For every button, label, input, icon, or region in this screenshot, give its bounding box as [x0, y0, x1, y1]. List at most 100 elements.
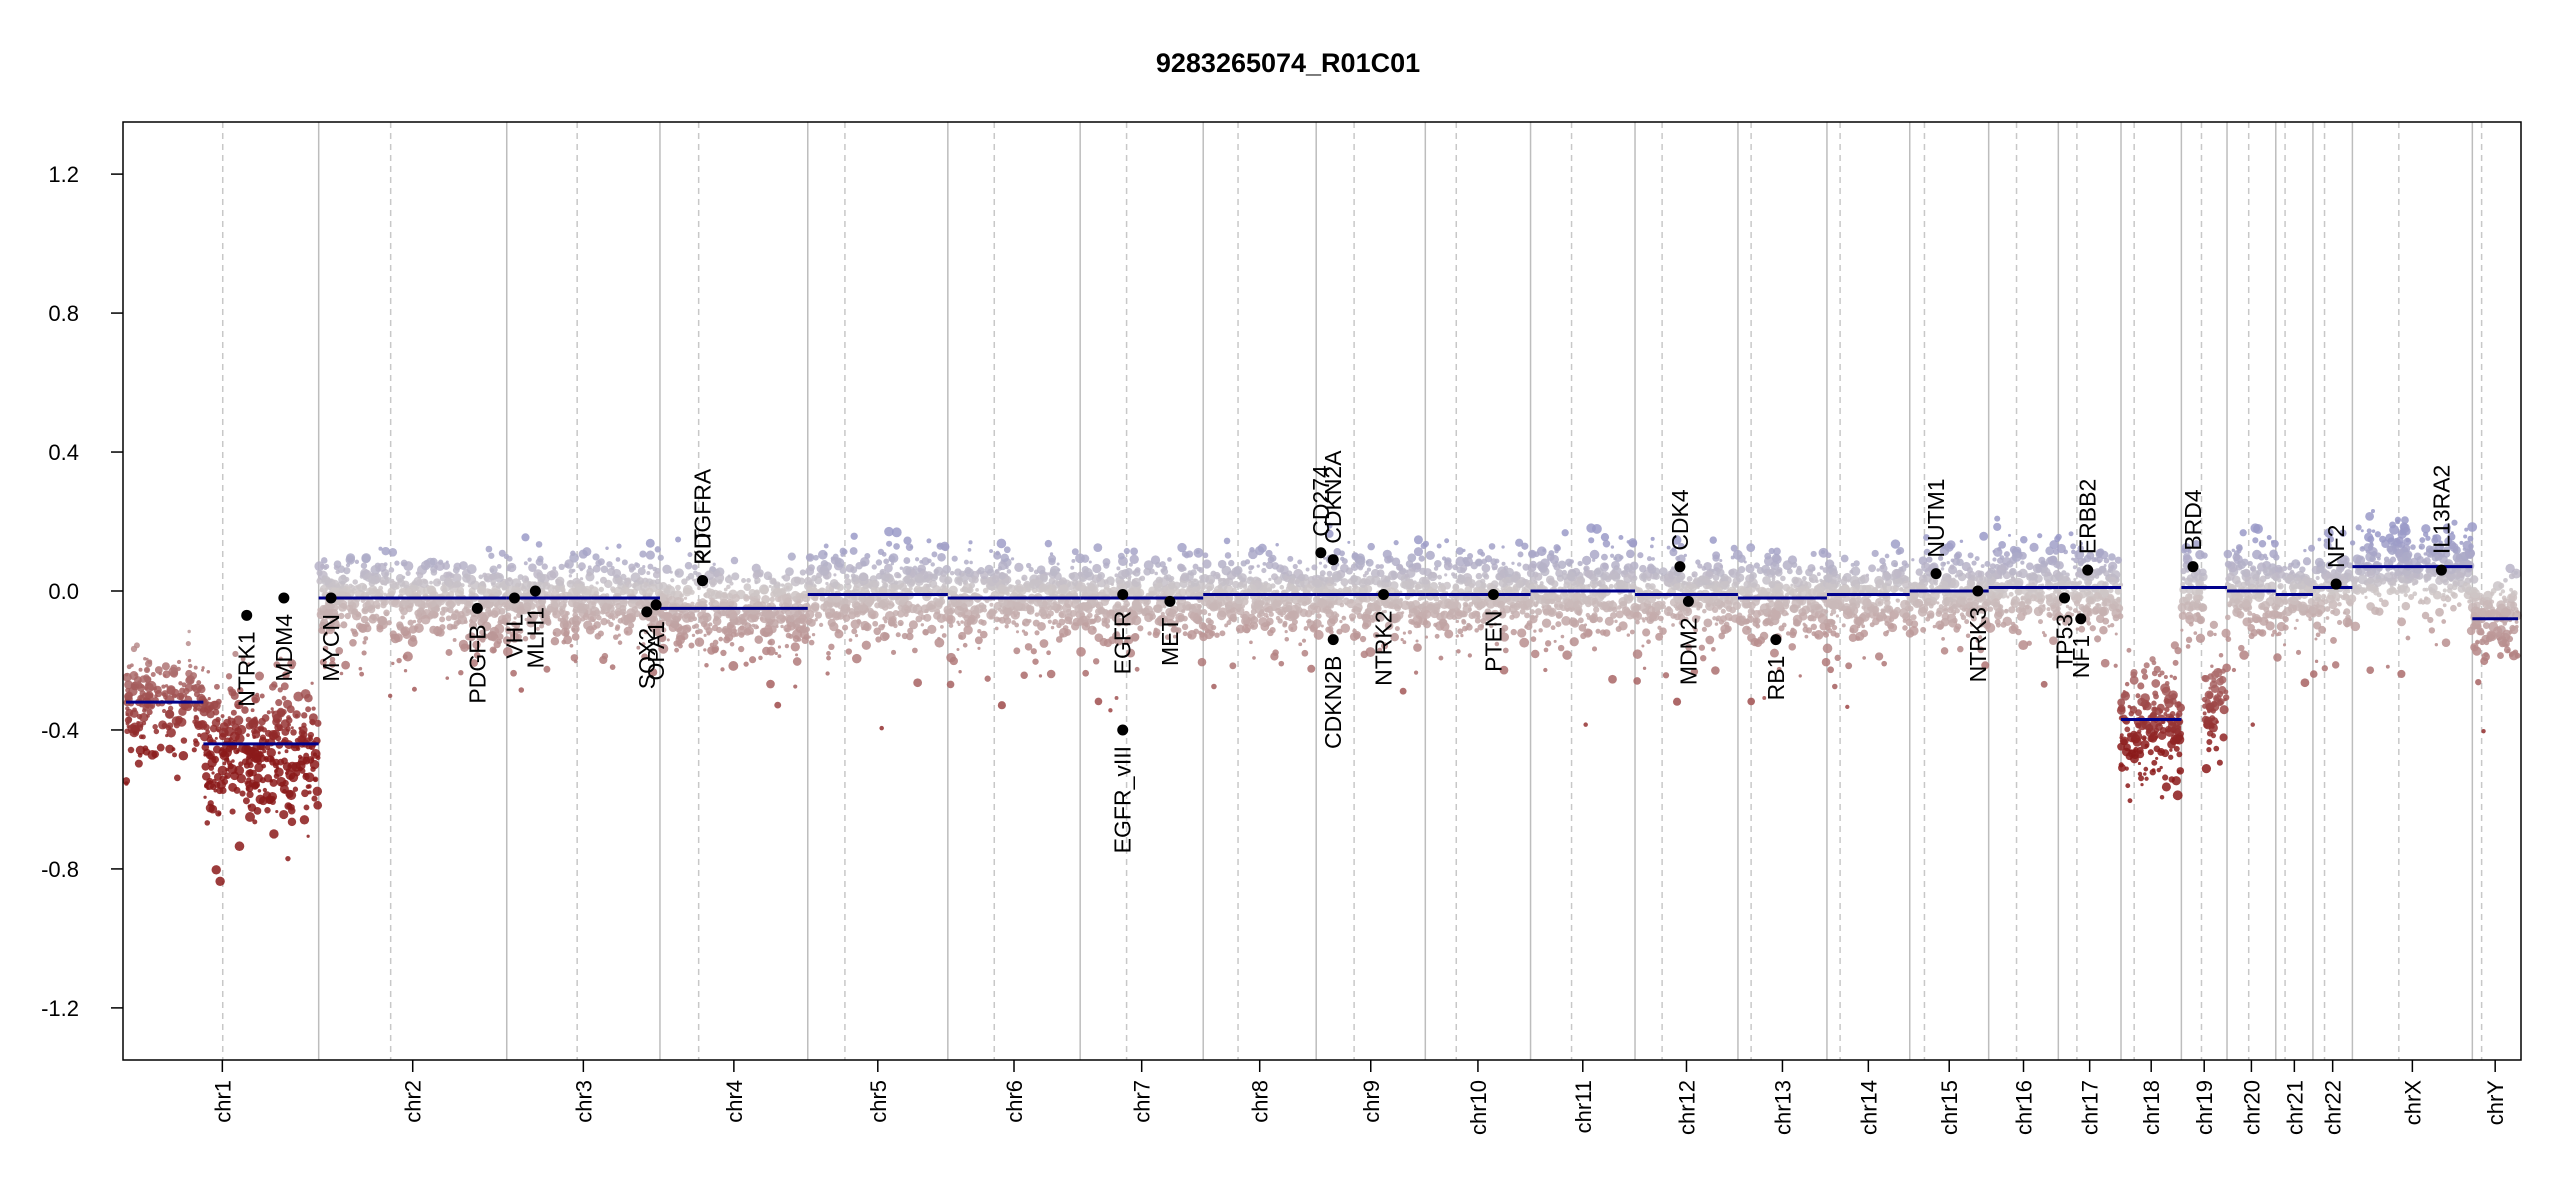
probe-point	[502, 647, 513, 657]
probe-point	[259, 693, 265, 699]
probe-point	[241, 758, 249, 766]
probe-point	[1662, 672, 1670, 679]
probe-point	[321, 593, 325, 597]
probe-point	[1541, 618, 1552, 628]
probe-point	[613, 634, 619, 640]
probe-point	[1236, 628, 1241, 632]
probe-point	[363, 636, 369, 641]
probe-point	[580, 598, 587, 604]
probe-point	[897, 619, 904, 627]
probe-point	[860, 620, 870, 630]
probe-point	[839, 547, 847, 555]
probe-point	[937, 552, 946, 562]
probe-point	[1357, 565, 1364, 571]
probe-point	[1666, 606, 1672, 612]
probe-point	[206, 670, 211, 674]
probe-point	[518, 687, 525, 693]
probe-point	[1032, 619, 1040, 627]
probe-point	[614, 614, 619, 619]
probe-point	[183, 693, 188, 698]
probe-point	[1016, 611, 1021, 616]
probe-point	[1094, 633, 1104, 643]
probe-point	[1467, 653, 1472, 658]
probe-point	[1400, 637, 1404, 642]
probe-point	[222, 751, 227, 756]
probe-point	[234, 765, 245, 776]
probe-point	[1046, 650, 1051, 656]
probe-point	[191, 747, 197, 753]
probe-point	[777, 645, 782, 649]
probe-point	[1711, 646, 1716, 652]
probe-point	[1003, 546, 1011, 554]
probe-point	[1178, 588, 1188, 597]
probe-point	[964, 566, 972, 574]
probe-point	[1510, 574, 1519, 583]
probe-point	[832, 611, 839, 618]
probe-point	[1109, 591, 1114, 596]
probe-point	[1522, 563, 1530, 571]
probe-point	[270, 707, 274, 711]
probe-point	[682, 587, 692, 597]
probe-point	[338, 612, 345, 620]
probe-point	[1509, 614, 1515, 620]
probe-point	[663, 612, 673, 623]
probe-point	[1097, 571, 1105, 580]
probe-point	[496, 564, 502, 569]
probe-point	[1154, 582, 1164, 592]
probe-point	[1072, 591, 1079, 598]
probe-point	[1342, 597, 1350, 605]
probe-point	[819, 587, 825, 593]
probe-point	[1340, 578, 1349, 587]
probe-point	[445, 649, 453, 656]
probe-point	[1599, 629, 1607, 636]
probe-point	[790, 642, 800, 652]
probe-point	[1443, 561, 1453, 571]
probe-point	[957, 622, 961, 627]
probe-point	[590, 611, 594, 616]
probe-point	[275, 809, 279, 814]
probe-point	[465, 600, 472, 607]
probe-point	[1288, 610, 1299, 621]
probe-point	[214, 736, 218, 740]
probe-point	[302, 772, 310, 781]
probe-point	[1049, 568, 1058, 577]
probe-point	[1046, 585, 1050, 589]
probe-point	[1182, 631, 1188, 637]
probe-point	[1241, 613, 1249, 621]
probe-point	[312, 752, 317, 757]
probe-point	[1408, 605, 1413, 610]
probe-point	[1474, 617, 1481, 624]
probe-point	[997, 701, 1006, 710]
probe-point	[439, 616, 446, 623]
probe-point	[429, 625, 438, 634]
probe-point	[535, 541, 543, 548]
probe-point	[958, 631, 967, 640]
probe-point	[172, 752, 178, 758]
probe-point	[411, 580, 418, 586]
probe-point	[1181, 609, 1186, 614]
probe-point	[1082, 601, 1092, 611]
probe-point	[899, 566, 904, 570]
probe-point	[1048, 577, 1056, 585]
probe-point	[793, 684, 798, 689]
probe-point	[343, 587, 348, 592]
probe-point	[1618, 621, 1628, 631]
probe-point	[913, 678, 923, 688]
probe-point	[984, 675, 991, 682]
probe-point	[980, 578, 988, 586]
probe-point	[1154, 617, 1163, 626]
probe-point	[1071, 548, 1079, 556]
probe-point	[489, 611, 494, 616]
probe-point	[403, 669, 408, 673]
probe-point	[1458, 610, 1467, 618]
probe-point	[954, 568, 962, 577]
probe-point	[1001, 578, 1010, 587]
probe-point	[933, 597, 939, 603]
probe-point	[193, 707, 198, 712]
probe-point	[357, 582, 368, 593]
probe-point	[850, 532, 858, 540]
probe-point	[888, 553, 899, 563]
probe-point	[731, 572, 740, 581]
probe-point	[1202, 552, 1209, 559]
probe-point	[636, 645, 641, 650]
